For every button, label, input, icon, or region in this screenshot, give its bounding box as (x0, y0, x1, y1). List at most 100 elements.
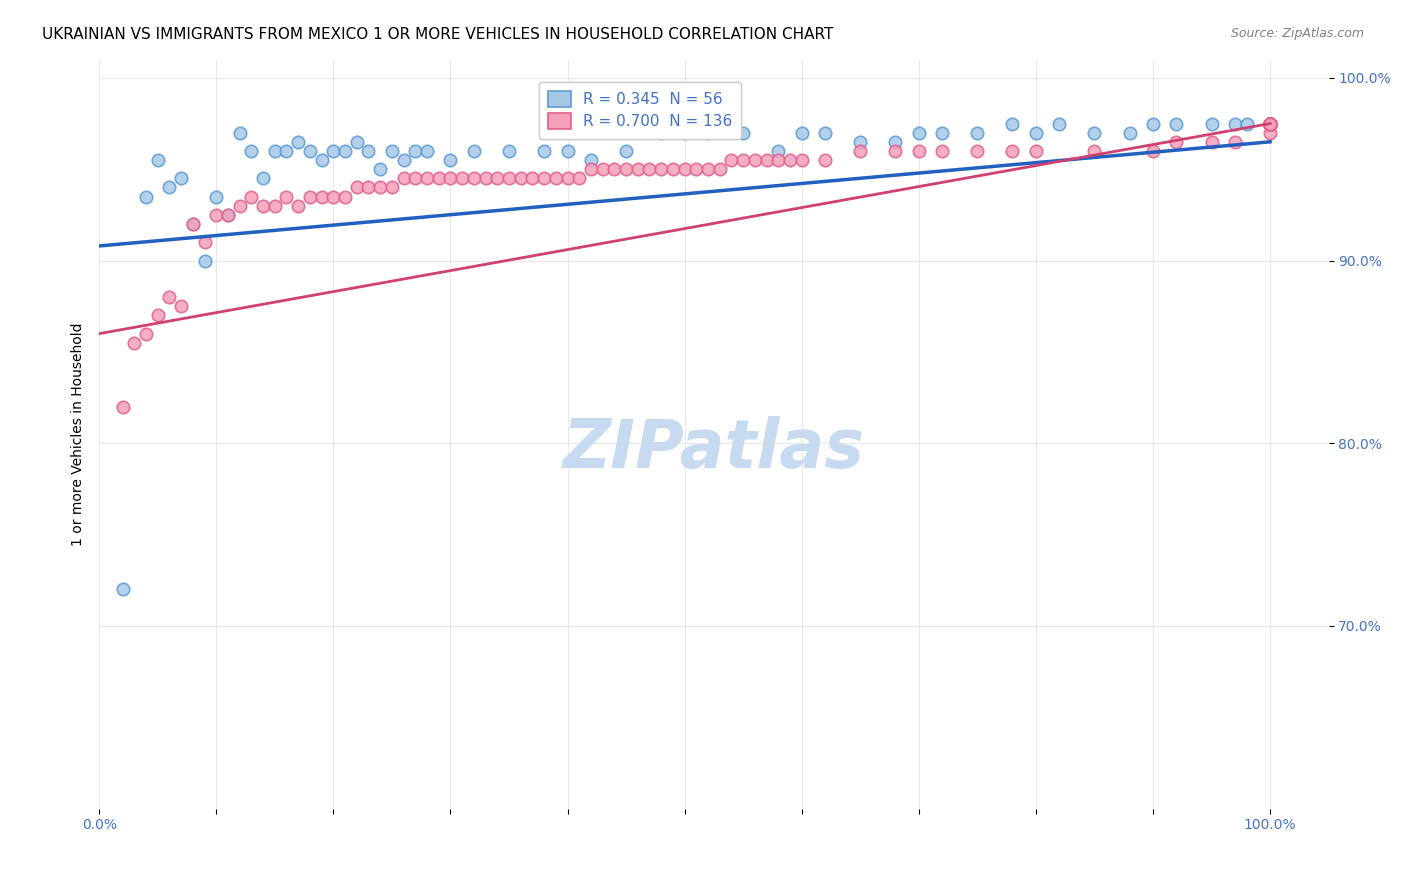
Point (614, 162, 637, 177)
Point (1258, 117, 1281, 131)
Point (1258, 117, 1281, 131)
Point (509, 171, 531, 186)
Point (228, 126, 250, 140)
Point (966, 144, 988, 158)
Point (1083, 126, 1105, 140)
Point (1258, 117, 1281, 131)
Point (884, 135, 907, 149)
Point (1258, 117, 1281, 131)
Point (368, 180, 391, 194)
Point (790, 126, 813, 140)
Point (1236, 117, 1258, 131)
Point (170, 299, 193, 313)
Point (322, 189, 344, 203)
Point (311, 153, 333, 167)
Point (673, 126, 696, 140)
Point (392, 171, 415, 186)
Point (720, 153, 742, 167)
Point (1001, 117, 1024, 131)
Point (135, 189, 157, 203)
Text: UKRAINIAN VS IMMIGRANTS FROM MEXICO 1 OR MORE VEHICLES IN HOUSEHOLD CORRELATION : UKRAINIAN VS IMMIGRANTS FROM MEXICO 1 OR… (42, 27, 834, 42)
Point (252, 171, 274, 186)
Point (755, 153, 778, 167)
Point (1258, 117, 1281, 131)
Point (768, 153, 790, 167)
Point (557, 144, 579, 158)
Point (1258, 117, 1281, 131)
Point (122, 335, 145, 350)
Point (1258, 117, 1281, 131)
Point (240, 144, 263, 158)
Point (381, 180, 404, 194)
Point (1258, 117, 1281, 131)
Point (404, 171, 426, 186)
Point (276, 144, 298, 158)
Point (1258, 117, 1281, 131)
Point (849, 135, 872, 149)
Point (884, 144, 907, 158)
Point (1025, 126, 1047, 140)
Point (463, 171, 485, 186)
Point (276, 189, 298, 203)
Point (1258, 117, 1281, 131)
Point (931, 144, 953, 158)
Point (650, 162, 672, 177)
Point (1258, 117, 1281, 131)
Point (1258, 117, 1281, 131)
Point (146, 153, 169, 167)
Point (111, 400, 134, 414)
Point (1258, 117, 1281, 131)
Point (240, 189, 263, 203)
Point (263, 199, 285, 213)
Point (1258, 117, 1281, 131)
Point (427, 171, 450, 186)
Point (1258, 117, 1281, 131)
Point (1258, 117, 1281, 131)
Point (533, 171, 555, 186)
Point (1258, 117, 1281, 131)
Point (1258, 117, 1281, 131)
Point (1258, 117, 1281, 131)
Point (673, 162, 696, 177)
Point (1258, 117, 1281, 131)
Point (697, 126, 720, 140)
Point (1258, 117, 1281, 131)
Point (1166, 135, 1188, 149)
Point (814, 126, 837, 140)
Point (709, 162, 731, 177)
Point (1258, 117, 1281, 131)
Point (217, 208, 239, 222)
Point (298, 189, 321, 203)
Point (768, 144, 790, 158)
Point (486, 171, 509, 186)
Point (1258, 117, 1281, 131)
Point (1258, 117, 1281, 131)
Point (1258, 117, 1281, 131)
Point (157, 180, 180, 194)
Point (685, 162, 707, 177)
Point (1001, 144, 1024, 158)
Point (1258, 117, 1281, 131)
Point (157, 290, 180, 304)
Point (1258, 117, 1281, 131)
Point (333, 189, 356, 203)
Point (1258, 117, 1281, 131)
Point (1258, 117, 1281, 131)
Point (287, 135, 309, 149)
Point (322, 144, 344, 158)
Point (1258, 117, 1281, 131)
Point (907, 126, 929, 140)
Point (298, 144, 321, 158)
Point (498, 144, 520, 158)
Point (1258, 117, 1281, 131)
Point (1258, 117, 1281, 131)
Point (1258, 117, 1281, 131)
Point (1258, 117, 1281, 131)
Point (346, 135, 368, 149)
Point (111, 582, 134, 597)
Point (416, 171, 439, 186)
Point (1258, 117, 1281, 131)
Point (627, 162, 650, 177)
Point (1142, 117, 1164, 131)
Point (287, 199, 309, 213)
